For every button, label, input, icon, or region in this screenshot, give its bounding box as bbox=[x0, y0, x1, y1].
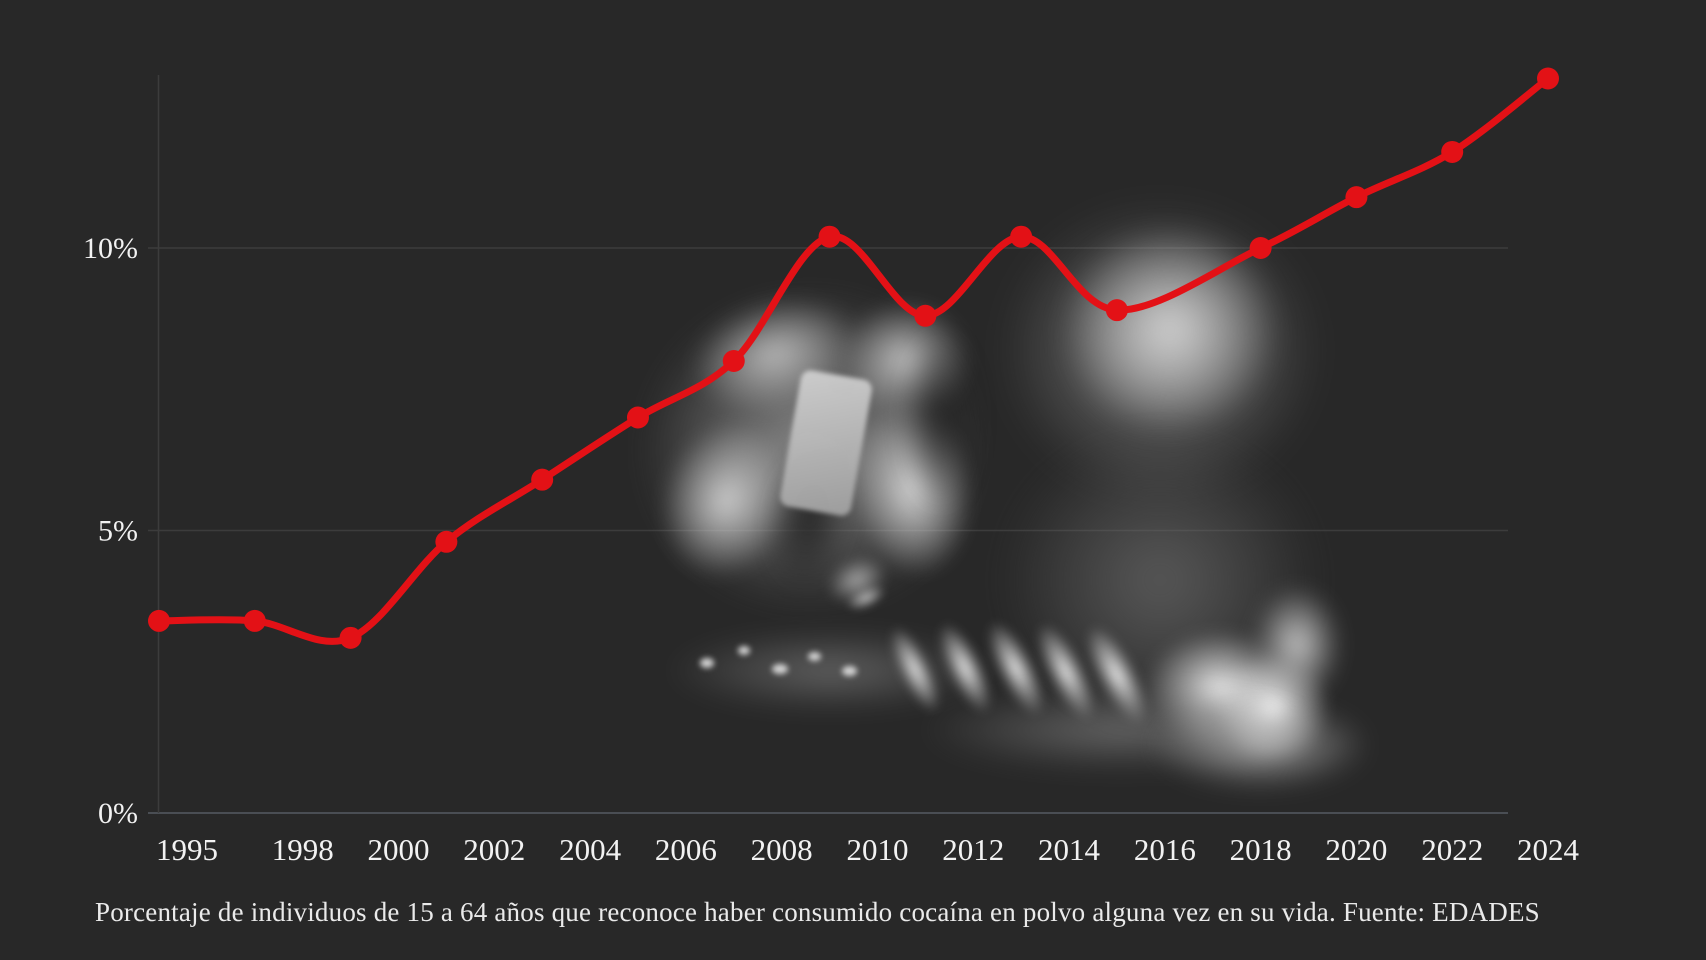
data-point bbox=[339, 626, 362, 649]
x-tick-label: 2016 bbox=[1134, 832, 1196, 867]
x-tick-label: 2006 bbox=[655, 832, 717, 867]
y-tick-label: 5% bbox=[98, 515, 138, 548]
data-point bbox=[1105, 299, 1128, 322]
x-tick-label: 2000 bbox=[367, 832, 429, 867]
data-point bbox=[626, 406, 649, 429]
x-tick-label: 2018 bbox=[1230, 832, 1292, 867]
data-point bbox=[531, 468, 554, 491]
data-point bbox=[1537, 67, 1559, 90]
data-point bbox=[1441, 140, 1464, 163]
chart-caption: Porcentaje de individuos de 15 a 64 años… bbox=[95, 897, 1540, 927]
trend-line bbox=[155, 75, 1552, 645]
data-point bbox=[722, 350, 745, 372]
data-point bbox=[1010, 225, 1033, 248]
x-tick-label: 2010 bbox=[846, 832, 908, 867]
y-tick-label: 0% bbox=[98, 797, 138, 830]
data-point bbox=[1345, 186, 1368, 209]
data-point bbox=[148, 609, 170, 632]
x-tick-label: 2004 bbox=[559, 832, 622, 867]
x-tick-label: 1995 bbox=[156, 832, 218, 867]
x-tick-label: 2014 bbox=[1038, 832, 1101, 867]
x-tick-label: 2002 bbox=[463, 832, 525, 867]
y-tick-label: 10% bbox=[83, 232, 138, 265]
x-tick-label: 2020 bbox=[1325, 832, 1387, 867]
x-tick-label: 2008 bbox=[751, 832, 813, 867]
x-tick-label: 2012 bbox=[942, 832, 1004, 867]
data-point bbox=[914, 304, 937, 327]
x-tick-label: 2024 bbox=[1517, 832, 1580, 867]
data-point bbox=[818, 225, 841, 248]
x-tick-label: 1998 bbox=[272, 832, 334, 867]
data-point bbox=[243, 609, 266, 632]
data-point bbox=[1249, 237, 1272, 259]
data-point bbox=[435, 530, 458, 553]
x-tick-label: 2022 bbox=[1421, 832, 1483, 867]
